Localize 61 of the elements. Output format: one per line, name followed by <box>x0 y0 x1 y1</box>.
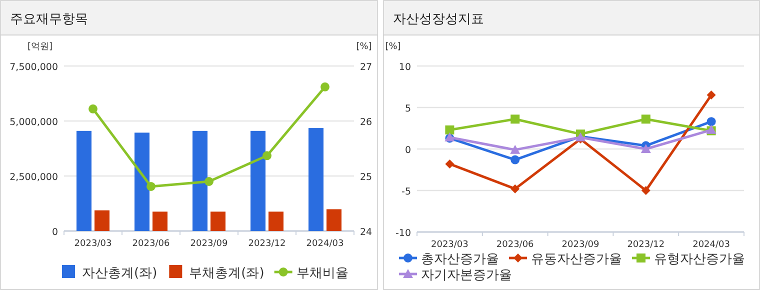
point <box>641 114 650 124</box>
legend-label: 유형자산증가율 <box>654 252 745 267</box>
x-tick-label: 2023/06 <box>496 240 534 250</box>
bar <box>210 212 226 231</box>
point <box>640 144 651 153</box>
legend-label: 유동자산증가율 <box>531 252 622 267</box>
bar <box>76 130 92 231</box>
y-tick-label: 5 <box>404 104 411 114</box>
point <box>510 114 520 124</box>
bar <box>268 212 284 231</box>
y2-tick-label: 26 <box>360 117 372 128</box>
x-tick-label: 2023/03 <box>431 240 468 250</box>
legend-label: 부채총계(좌) <box>189 266 264 281</box>
y-tick-label: 0 <box>404 145 411 156</box>
x-tick-label: 2023/09 <box>190 239 228 249</box>
chart-title: 주요재무항목 <box>10 12 88 27</box>
chart-title: 자산성장성지표 <box>393 12 484 27</box>
bar <box>326 209 342 231</box>
x-tick-label: 2023/12 <box>248 239 286 249</box>
point <box>706 90 716 100</box>
y-axis-title: [억원] <box>27 42 53 52</box>
bar <box>308 128 324 231</box>
x-tick-label: 2023/06 <box>132 239 170 249</box>
y2-tick-label: 24 <box>360 227 372 238</box>
point <box>445 125 454 134</box>
point <box>510 184 520 194</box>
y-tick-label: 10 <box>398 62 411 73</box>
y-tick-label: 0 <box>52 227 58 238</box>
point <box>262 151 272 160</box>
x-tick-label: 2023/03 <box>74 239 112 249</box>
point <box>706 117 716 126</box>
y-tick-label: -10 <box>395 228 411 239</box>
legend-label: 자산총계(좌) <box>82 266 158 281</box>
legend-label: 총자산증가율 <box>421 252 499 267</box>
x-tick-label: 2023/12 <box>627 240 665 250</box>
x-tick-label: 2024/03 <box>306 239 344 249</box>
bar <box>152 212 168 231</box>
y2-tick-label: 27 <box>360 62 372 73</box>
y-tick-label: -5 <box>402 186 411 198</box>
point <box>204 177 214 186</box>
x-tick-label: 2024/03 <box>692 240 730 250</box>
y-tick-label: 2,500,000 <box>10 172 58 183</box>
point <box>146 182 156 191</box>
y-tick-label: 7,500,000 <box>10 62 58 73</box>
bar <box>134 132 150 231</box>
bar <box>192 130 208 231</box>
point <box>641 186 650 195</box>
x-tick-label: 2023/09 <box>562 240 600 250</box>
bar <box>94 210 110 231</box>
point <box>88 104 98 114</box>
legend-label: 자기자본증가율 <box>421 268 512 283</box>
y2-tick-label: 25 <box>360 172 372 183</box>
point <box>320 82 330 92</box>
y-axis-title: [%] <box>385 42 401 52</box>
bar <box>250 130 266 231</box>
legend-label: 부채비율 <box>296 266 348 281</box>
y-tick-label: 5,000,000 <box>10 117 58 128</box>
point <box>445 159 454 168</box>
y2-axis-title: [%] <box>356 42 372 52</box>
point <box>510 155 520 164</box>
point <box>510 144 520 154</box>
